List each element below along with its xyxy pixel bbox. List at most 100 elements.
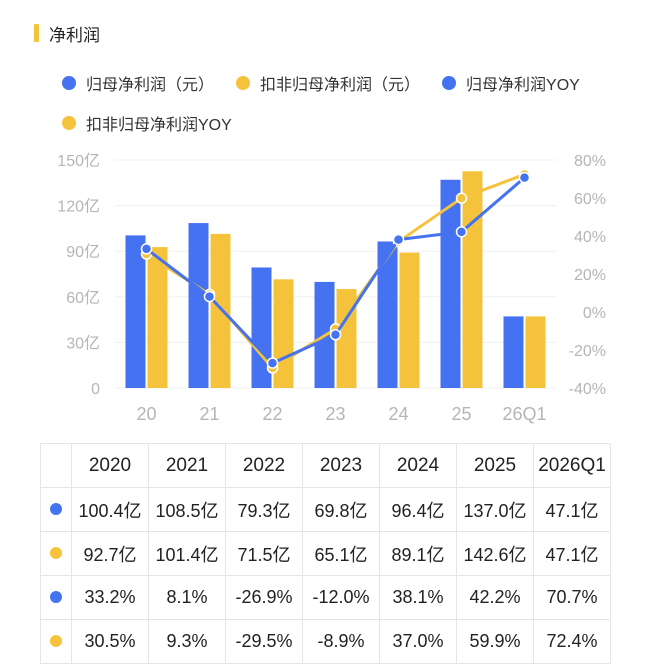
row-dot-icon (50, 547, 62, 559)
x-tick-label: 23 (325, 404, 345, 424)
legend-item-net-profit-yoy[interactable]: 归母净利润YOY (442, 71, 580, 95)
table-cell: 69.8亿 (302, 487, 380, 532)
bar-adjusted-net-profit (399, 252, 420, 388)
bar-net-profit (188, 223, 209, 388)
bar-adjusted-net-profit (147, 247, 168, 388)
row-dot-icon (50, 591, 62, 603)
table-cell: 42.2% (456, 575, 534, 620)
table-cell: 33.2% (71, 575, 149, 620)
table-cell: -26.9% (225, 575, 303, 620)
row-marker-cell (40, 487, 72, 532)
y-right-tick-label: -40% (569, 381, 606, 398)
table-cell: -12.0% (302, 575, 380, 620)
table-cell: 100.4亿 (71, 487, 149, 532)
legend-item-adjusted-net-profit[interactable]: 扣非归母净利润（元） (236, 71, 420, 95)
legend-item-adjusted-net-profit-yoy[interactable]: 扣非归母净利润YOY (62, 111, 232, 135)
legend-label: 归母净利润YOY (466, 77, 580, 94)
table-cell: 142.6亿 (456, 531, 534, 576)
line-point (455, 226, 468, 238)
table-header-row: 2020 2021 2022 2023 2024 2025 2026Q1 (40, 443, 611, 488)
page-title: 净利润 (49, 25, 100, 45)
legend-label: 归母净利润（元） (86, 77, 215, 94)
y-right-tick-label: 80% (574, 153, 606, 170)
legend-row-2: 扣非归母净利润YOY (62, 108, 622, 138)
table-cell: 71.5亿 (225, 531, 303, 576)
line-point (518, 171, 531, 184)
y-right-tick-label: 60% (574, 191, 606, 208)
y-right-tick-label: -20% (569, 343, 606, 360)
y-left-tick-label: 120亿 (57, 198, 100, 216)
legend-label: 扣非归母净利润（元） (260, 77, 421, 94)
bar-adjusted-net-profit (336, 289, 357, 388)
table-cell: 92.7亿 (71, 531, 149, 576)
chart-legend: 归母净利润（元） 扣非归母净利润（元） 归母净利润YOY 扣非归母净利润YOY (62, 68, 622, 148)
table-header-cell: 2023 (302, 443, 380, 488)
bar-adjusted-net-profit (462, 171, 483, 388)
table-row: 100.4亿 108.5亿 79.3亿 69.8亿 96.4亿 137.0亿 47.1亿 (40, 487, 611, 532)
row-marker-cell (40, 619, 72, 664)
table-cell: 9.3% (148, 619, 226, 664)
x-tick-label: 25 (451, 404, 471, 424)
y-left-tick-label: 30亿 (66, 334, 100, 352)
y-right-tick-label: 0% (583, 305, 606, 322)
row-dot-icon (50, 635, 62, 647)
x-tick-label: 26Q1 (502, 404, 546, 424)
table-cell: 65.1亿 (302, 531, 380, 576)
y-right-tick-label: 20% (574, 267, 606, 284)
data-table: 2020 2021 2022 2023 2024 2025 2026Q1 100… (40, 443, 611, 664)
table-cell: 72.4% (533, 619, 611, 664)
line-point (455, 192, 468, 204)
bar-net-profit (377, 241, 398, 388)
legend-label: 扣非归母净利润YOY (86, 117, 232, 134)
table-cell: 96.4亿 (379, 487, 457, 532)
table-cell: 30.5% (71, 619, 149, 664)
x-tick-label: 21 (199, 404, 219, 424)
table-cell: 59.9% (456, 619, 534, 664)
y-left-tick-label: 60亿 (66, 289, 100, 307)
table-cell: -29.5% (225, 619, 303, 664)
yellow-dot-icon (62, 116, 76, 130)
row-marker-cell (40, 531, 72, 576)
table-cell: 47.1亿 (533, 487, 611, 532)
line-point (266, 357, 279, 369)
yellow-dot-icon (236, 76, 251, 90)
section-header: 净利润 (34, 22, 100, 45)
table-header-cell: 2020 (71, 443, 149, 488)
title-accent-bar (34, 24, 39, 42)
legend-row-1: 归母净利润（元） 扣非归母净利润（元） 归母净利润YOY (62, 68, 622, 98)
table-header-cell: 2025 (456, 443, 534, 488)
blue-dot-icon (442, 76, 457, 90)
table-cell: 137.0亿 (456, 487, 534, 532)
table-cell: 8.1% (148, 575, 226, 620)
table-cell: 101.4亿 (148, 531, 226, 576)
table-cell: 37.0% (379, 619, 457, 664)
bar-net-profit (125, 235, 146, 388)
line-point (392, 233, 405, 246)
combo-chart: 0 30亿 60亿 90亿 120亿 150亿 -40% -20% 0% 20% 40% 60% 80%… (57, 152, 606, 424)
table-header-cell: 2021 (148, 443, 226, 488)
table-cell: 47.1亿 (533, 531, 611, 576)
bar-adjusted-net-profit (525, 316, 546, 388)
table-corner-cell (40, 443, 72, 488)
table-header-cell: 2026Q1 (533, 443, 611, 488)
legend-item-net-profit[interactable]: 归母净利润（元） (62, 71, 214, 95)
table-cell: 108.5亿 (148, 487, 226, 532)
x-tick-label: 24 (388, 404, 408, 424)
table-row: 33.2% 8.1% -26.9% -12.0% 38.1% 42.2% 70.7% (40, 575, 611, 620)
y-left-tick-label: 150亿 (57, 152, 100, 170)
row-marker-cell (40, 575, 72, 620)
table-header-cell: 2022 (225, 443, 303, 488)
table-header-cell: 2024 (379, 443, 457, 488)
x-tick-label: 20 (136, 404, 156, 424)
bar-net-profit (503, 316, 524, 388)
line-point (329, 329, 342, 341)
x-tick-label: 22 (262, 404, 282, 424)
table-cell: 38.1% (379, 575, 457, 620)
table-cell: 79.3亿 (225, 487, 303, 532)
line-point (203, 290, 216, 303)
table-cell: 70.7% (533, 575, 611, 620)
table-cell: 89.1亿 (379, 531, 457, 576)
y-left-tick-label: 90亿 (66, 243, 100, 261)
table-row: 92.7亿 101.4亿 71.5亿 65.1亿 89.1亿 142.6亿 47.1亿 (40, 531, 611, 576)
bar-adjusted-net-profit (210, 233, 231, 388)
